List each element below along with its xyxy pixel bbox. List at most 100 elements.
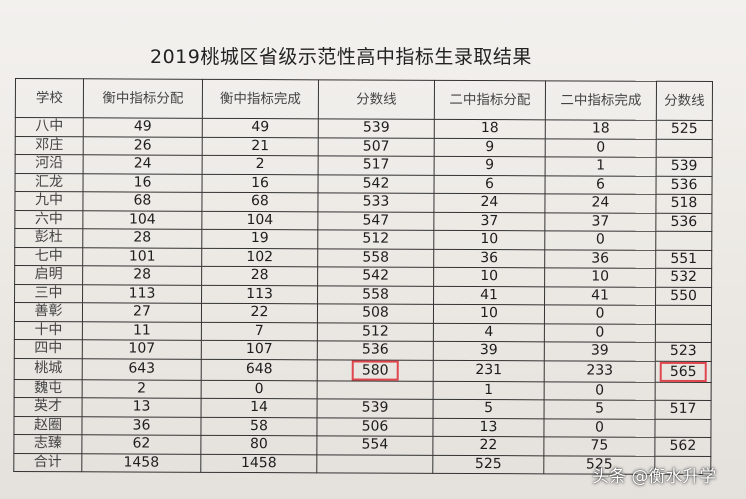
value-cell	[655, 305, 712, 325]
value-cell: 10	[433, 230, 545, 250]
value-cell: 37	[433, 211, 545, 231]
school-name-cell: 三中	[14, 284, 83, 303]
value-cell: 62	[81, 434, 201, 454]
value-cell: 26	[83, 136, 203, 156]
value-cell: 2	[202, 155, 319, 175]
value-cell: 539	[318, 118, 435, 138]
value-cell: 523	[655, 342, 712, 362]
value-cell: 41	[433, 285, 545, 305]
school-name-cell: 九中	[14, 191, 84, 211]
value-cell: 547	[317, 211, 434, 231]
school-name-cell: 合计	[13, 452, 82, 472]
value-cell: 7	[201, 321, 318, 341]
value-cell: 551	[655, 249, 712, 269]
value-cell	[655, 323, 712, 343]
value-cell: 41	[544, 286, 656, 306]
value-cell: 1458	[200, 453, 317, 473]
value-cell: 22	[201, 303, 318, 323]
value-cell: 539	[656, 157, 713, 177]
column-header: 衡中指标分配	[83, 78, 203, 119]
value-cell: 113	[201, 284, 318, 304]
value-cell: 16	[202, 173, 319, 193]
column-header: 分数线	[318, 79, 435, 120]
value-cell: 0	[544, 230, 656, 250]
value-cell: 536	[655, 175, 713, 195]
value-cell: 1	[545, 156, 657, 176]
value-cell: 80	[200, 435, 317, 455]
school-name-cell: 八中	[15, 117, 84, 137]
value-cell: 10	[433, 267, 545, 287]
value-cell: 643	[82, 358, 202, 380]
value-cell: 102	[201, 247, 318, 267]
results-table: 学校 衡中指标分配 衡中指标完成 分数线 二中指标分配 二中指标完成 分数线 八中 49 49 5…	[13, 78, 713, 475]
value-cell: 36	[544, 249, 656, 269]
value-cell: 0	[545, 138, 657, 158]
column-header: 分数线	[656, 81, 713, 121]
value-cell: 562	[654, 437, 711, 457]
value-cell	[655, 381, 712, 401]
value-cell: 5	[544, 399, 656, 419]
value-cell: 39	[544, 341, 656, 361]
value-cell: 104	[201, 210, 318, 230]
value-cell	[316, 454, 433, 474]
value-cell: 2	[82, 379, 202, 399]
value-cell: 508	[317, 303, 434, 323]
value-cell: 533	[317, 192, 435, 212]
value-cell: 0	[201, 379, 318, 399]
school-name-cell: 魏屯	[14, 378, 83, 398]
value-cell: 21	[202, 136, 319, 156]
value-cell: 536	[317, 340, 434, 360]
value-cell: 580	[317, 359, 434, 381]
school-name-cell: 英才	[14, 397, 83, 417]
value-cell: 525	[656, 120, 713, 140]
value-cell: 58	[200, 416, 318, 436]
value-cell: 11	[82, 321, 202, 341]
value-cell: 231	[433, 359, 545, 382]
value-cell: 22	[432, 436, 544, 456]
value-cell: 233	[544, 360, 656, 382]
school-name-cell: 邓庄	[15, 136, 84, 155]
value-cell: 6	[544, 175, 657, 195]
document-title: 2019桃城区省级示范性高中指标生录取结果	[150, 46, 532, 68]
column-header: 二中指标完成	[545, 80, 657, 121]
value-cell: 113	[82, 284, 202, 304]
school-name-cell: 善彰	[14, 302, 83, 322]
value-cell: 558	[317, 285, 434, 305]
value-cell: 506	[316, 417, 434, 437]
value-cell: 10	[433, 304, 545, 324]
value-cell: 39	[433, 341, 545, 361]
value-cell: 19	[201, 229, 318, 249]
value-cell: 10	[544, 267, 656, 287]
value-cell	[655, 231, 712, 251]
value-cell: 24	[544, 193, 656, 213]
value-cell: 532	[655, 268, 712, 288]
value-cell: 554	[316, 435, 433, 455]
value-cell: 28	[201, 266, 318, 286]
value-cell: 539	[317, 398, 434, 418]
value-cell: 18	[434, 119, 546, 139]
value-cell: 28	[82, 265, 202, 285]
value-cell: 104	[82, 210, 202, 230]
value-cell: 101	[82, 247, 202, 267]
value-cell: 0	[544, 304, 656, 324]
value-cell: 6	[434, 174, 546, 194]
value-cell: 107	[82, 339, 202, 359]
school-name-cell: 四中	[14, 339, 83, 359]
school-name-cell: 汇龙	[15, 173, 84, 192]
school-name-cell: 六中	[14, 210, 83, 229]
value-cell: 512	[317, 229, 434, 249]
value-cell: 107	[201, 340, 318, 360]
value-cell: 0	[544, 381, 656, 401]
value-cell: 28	[82, 228, 202, 248]
column-header: 衡中指标完成	[202, 79, 319, 119]
school-name-cell: 桃城	[14, 357, 83, 380]
value-cell: 13	[82, 397, 202, 417]
value-cell: 49	[83, 117, 203, 137]
value-cell: 37	[544, 212, 656, 232]
value-cell: 24	[83, 154, 203, 174]
value-cell: 14	[201, 398, 318, 418]
value-cell: 507	[318, 137, 435, 157]
value-cell: 9	[434, 137, 546, 157]
value-cell: 536	[655, 212, 712, 232]
